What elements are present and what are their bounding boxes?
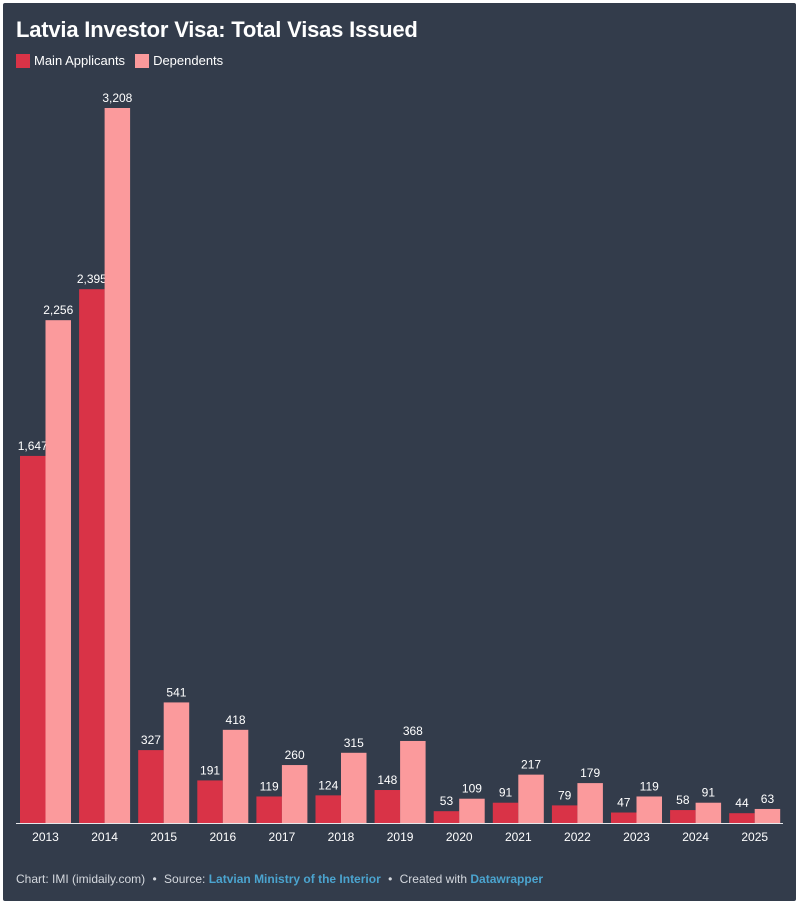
legend-label-main-applicants: Main Applicants	[34, 53, 126, 68]
bar-main-applicants-2014	[79, 289, 105, 824]
bar-chart: 1,647 2,256 2013 2,395 3,208 2014 327 541 2015 19…	[16, 91, 783, 844]
legend-item-main-applicants: Main Applicants	[16, 53, 125, 68]
x-tick-label-2021: 2021	[505, 830, 532, 844]
x-tick-label-2019: 2019	[387, 830, 414, 844]
data-label-main-applicants-2021: 91	[499, 786, 513, 800]
x-tick-label-2022: 2022	[564, 830, 591, 844]
data-label-main-applicants-2014: 2,395	[77, 272, 107, 286]
bar-main-applicants-2018	[315, 795, 341, 823]
footer-separator: •	[388, 872, 393, 886]
x-tick-label-2025: 2025	[741, 830, 768, 844]
data-label-dependents-2016: 418	[226, 713, 246, 727]
data-label-main-applicants-2020: 53	[440, 794, 454, 808]
data-label-dependents-2024: 91	[702, 786, 716, 800]
data-label-main-applicants-2016: 191	[200, 763, 220, 777]
bar-main-applicants-2024	[670, 810, 696, 823]
data-label-dependents-2019: 368	[403, 724, 423, 738]
footer-source-prefix: Source:	[164, 872, 206, 886]
x-tick-label-2013: 2013	[32, 830, 59, 844]
data-label-dependents-2017: 260	[285, 748, 305, 762]
legend-label-dependents: Dependents	[153, 53, 224, 68]
bar-main-applicants-2017	[256, 796, 282, 823]
data-label-main-applicants-2017: 119	[260, 779, 279, 793]
data-label-main-applicants-2019: 148	[377, 773, 397, 787]
chart-footer: Chart: IMI (imidaily.com) • Source: Latv…	[16, 872, 543, 886]
data-label-dependents-2020: 109	[462, 782, 482, 796]
x-tick-label-2016: 2016	[209, 830, 236, 844]
bar-dependents-2014	[104, 108, 131, 823]
bar-main-applicants-2013	[20, 455, 46, 823]
chart-title: Latvia Investor Visa: Total Visas Issued	[16, 17, 418, 42]
legend-item-dependents: Dependents	[135, 53, 223, 68]
x-tick-label-2020: 2020	[446, 830, 473, 844]
legend-swatch-dependents	[135, 53, 150, 68]
data-label-main-applicants-2025: 44	[735, 796, 749, 810]
data-label-main-applicants-2013: 1,647	[18, 439, 48, 453]
bar-dependents-2023	[636, 796, 662, 823]
footer-credit: Chart: IMI (imidaily.com)	[16, 872, 146, 886]
data-label-main-applicants-2024: 58	[676, 793, 690, 807]
x-tick-label-2015: 2015	[150, 830, 177, 844]
bar-dependents-2015	[163, 702, 190, 823]
bar-main-applicants-2020	[433, 811, 460, 823]
data-label-dependents-2013: 2,256	[43, 303, 73, 317]
legend-swatch-main-applicants	[16, 53, 30, 68]
data-label-main-applicants-2015: 327	[141, 733, 161, 747]
bar-main-applicants-2016	[197, 780, 223, 823]
x-tick-label-2018: 2018	[328, 830, 355, 844]
bar-main-applicants-2023	[611, 812, 637, 823]
bar-dependents-2022	[577, 783, 603, 823]
x-tick-label-2024: 2024	[682, 830, 709, 844]
x-tick-label-2014: 2014	[91, 830, 118, 844]
bar-main-applicants-2022	[551, 805, 578, 823]
bar-main-applicants-2019	[374, 790, 401, 823]
legend: Main Applicants Dependents	[16, 53, 233, 68]
bar-dependents-2025	[754, 808, 781, 823]
footer-datawrapper-link[interactable]: Datawrapper	[470, 872, 544, 886]
bar-dependents-2017	[281, 765, 308, 823]
bar-dependents-2024	[695, 802, 722, 823]
footer-separator: •	[152, 872, 157, 886]
bar-dependents-2020	[459, 798, 485, 823]
footer-source-link[interactable]: Latvian Ministry of the Interior	[208, 872, 381, 886]
data-label-main-applicants-2022: 79	[558, 788, 572, 802]
data-label-dependents-2014: 3,208	[102, 91, 132, 105]
bar-dependents-2021	[518, 774, 544, 823]
bar-dependents-2019	[400, 740, 426, 823]
bar-main-applicants-2021	[492, 802, 519, 823]
x-tick-label-2023: 2023	[623, 830, 650, 844]
x-tick-label-2017: 2017	[269, 830, 296, 844]
data-label-main-applicants-2023: 47	[617, 796, 631, 810]
data-label-dependents-2025: 63	[761, 792, 775, 806]
data-label-dependents-2023: 119	[640, 779, 659, 793]
data-label-dependents-2018: 315	[344, 736, 364, 750]
data-label-main-applicants-2018: 124	[318, 778, 338, 792]
chart-card: Latvia Investor Visa: Total Visas Issued…	[3, 3, 796, 901]
data-label-dependents-2021: 217	[521, 758, 541, 772]
bar-dependents-2016	[222, 729, 249, 823]
footer-created-prefix: Created with	[399, 872, 468, 886]
data-label-dependents-2015: 541	[166, 685, 186, 699]
bar-main-applicants-2015	[138, 750, 164, 823]
data-label-dependents-2022: 179	[580, 766, 600, 780]
bar-dependents-2018	[341, 752, 367, 823]
bar-main-applicants-2025	[729, 813, 755, 823]
bar-dependents-2013	[45, 320, 71, 823]
